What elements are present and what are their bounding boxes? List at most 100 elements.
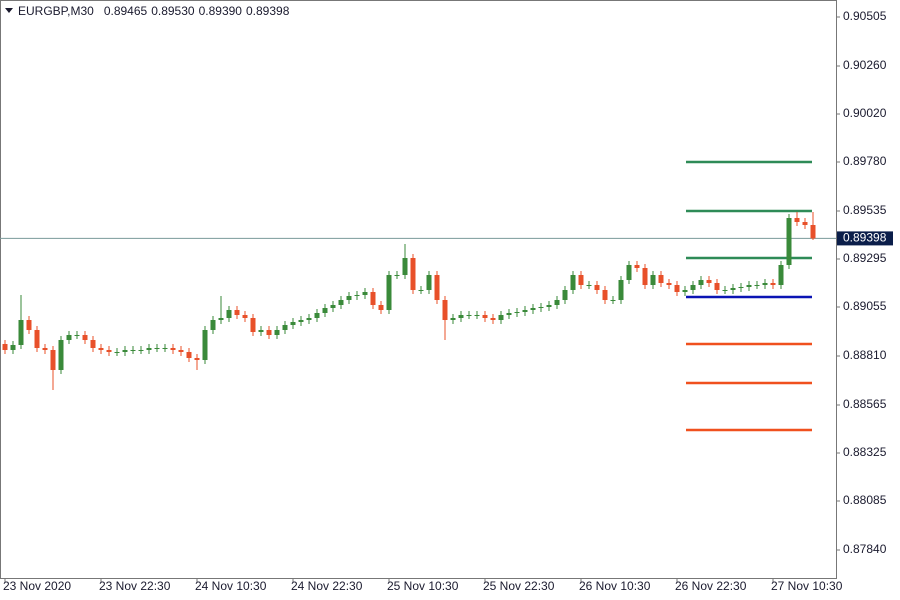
candle-body — [666, 283, 672, 285]
candle-body — [730, 288, 736, 290]
candle-body — [754, 285, 760, 286]
candle-body — [506, 313, 512, 315]
symbol: EURGBP,M30 — [18, 4, 94, 18]
candle-body — [210, 320, 216, 330]
candle-body — [610, 300, 616, 301]
candle-body — [266, 330, 272, 335]
candle-body — [18, 320, 24, 345]
candle-body — [338, 300, 344, 305]
header-open: 0.89465 — [104, 4, 148, 18]
x-tick-label: 24 Nov 10:30 — [195, 579, 267, 593]
candle-body — [778, 265, 784, 285]
candle-body — [114, 352, 120, 353]
candle-body — [658, 275, 664, 283]
candle-body — [290, 322, 296, 325]
y-tick-label: 0.90260 — [843, 58, 887, 72]
candle-body — [690, 285, 696, 290]
candle-body — [170, 348, 176, 350]
candle-body — [786, 218, 792, 265]
y-tick-label: 0.88810 — [843, 348, 887, 362]
header-low: 0.89390 — [199, 4, 243, 18]
x-tick-label: 23 Nov 2020 — [3, 579, 71, 593]
candle-body — [146, 348, 152, 350]
candle-body — [354, 295, 360, 296]
x-tick-label: 25 Nov 10:30 — [387, 579, 459, 593]
candle-body — [418, 290, 424, 291]
candle-body — [802, 222, 808, 225]
candle-body — [362, 292, 368, 295]
candle-body — [794, 218, 800, 222]
candle-body — [650, 275, 656, 285]
y-tick-label: 0.90505 — [843, 9, 887, 23]
y-tick-label: 0.89780 — [843, 154, 887, 168]
price-label: 0.89398 — [843, 231, 887, 245]
header-high: 0.89530 — [151, 4, 195, 18]
candle-body — [578, 275, 584, 285]
candle-body — [298, 320, 304, 322]
candle-body — [346, 296, 352, 300]
candle-body — [234, 310, 240, 315]
candle-body — [74, 335, 80, 336]
candle-body — [226, 310, 232, 318]
candle-body — [706, 280, 712, 283]
candle-body — [442, 300, 448, 320]
y-tick-label: 0.89535 — [843, 203, 887, 217]
candle-body — [482, 315, 488, 318]
candle-body — [322, 308, 328, 313]
y-tick-label: 0.88325 — [843, 445, 887, 459]
candle-body — [514, 312, 520, 313]
candle-body — [306, 318, 312, 320]
candle-body — [538, 307, 544, 308]
candle-body — [34, 330, 40, 348]
x-tick-label: 27 Nov 10:30 — [771, 579, 843, 593]
candle-body — [330, 305, 336, 308]
candle-body — [58, 340, 64, 370]
candle-body — [186, 352, 192, 358]
chart-header: EURGBP,M30 0.89465 0.89530 0.89390 0.89398 — [18, 4, 290, 18]
candle-body — [490, 318, 496, 320]
candle-body — [770, 283, 776, 285]
candle-body — [314, 313, 320, 318]
candle-body — [618, 280, 624, 300]
candle-body — [42, 348, 48, 350]
candle-body — [722, 290, 728, 291]
candle-body — [242, 315, 248, 318]
plot-frame — [0, 0, 837, 579]
candle-body — [386, 275, 392, 310]
y-tick-label: 0.87840 — [843, 542, 887, 556]
candle-body — [674, 285, 680, 292]
candle-body — [2, 344, 8, 350]
candle-body — [138, 350, 144, 351]
candle-body — [642, 268, 648, 285]
candle-body — [498, 315, 504, 320]
x-tick-label: 24 Nov 22:30 — [291, 579, 363, 593]
candle-body — [594, 285, 600, 290]
candle-body — [282, 325, 288, 330]
menu-triangle[interactable] — [5, 8, 13, 13]
candle-body — [458, 315, 464, 318]
candle-body — [202, 330, 208, 360]
candle-body — [522, 310, 528, 312]
candle-body — [466, 315, 472, 316]
candle-body — [178, 350, 184, 352]
candle-body — [626, 265, 632, 280]
candle-body — [378, 305, 384, 310]
candle-body — [106, 350, 112, 352]
candle-body — [194, 358, 200, 360]
candle-body — [530, 308, 536, 310]
candle-body — [434, 275, 440, 300]
candle-body — [10, 345, 16, 350]
candle-body — [714, 283, 720, 290]
x-tick-label: 26 Nov 10:30 — [579, 579, 651, 593]
candle-body — [154, 348, 160, 349]
candle-body — [394, 275, 400, 276]
candle-body — [746, 285, 752, 287]
candle-body — [562, 290, 568, 300]
candle-body — [762, 283, 768, 285]
candle-body — [162, 348, 168, 349]
candle-body — [554, 300, 560, 305]
candle-body — [810, 225, 816, 239]
header-close: 0.89398 — [246, 4, 290, 18]
candle-body — [546, 305, 552, 307]
candle-body — [218, 318, 224, 320]
